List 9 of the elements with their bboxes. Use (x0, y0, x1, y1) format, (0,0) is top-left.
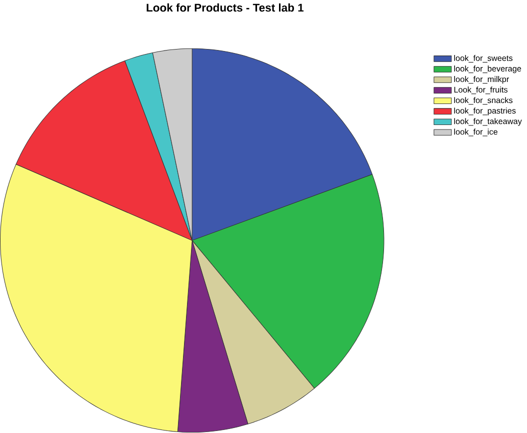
legend-label: Look_for_fruits (454, 86, 508, 94)
legend-label: look_for_sweets (454, 55, 512, 63)
legend-label: look_for_snacks (454, 97, 512, 105)
legend-label: look_for_milkpr (454, 76, 509, 84)
legend-label: look_for_ice (454, 128, 498, 136)
legend-label: look_for_beverage (454, 66, 522, 74)
chart-title: Look for Products - Test lab 1 (146, 4, 304, 12)
legend-label: look_for_pastries (454, 108, 516, 116)
legend-label: look_for_takeaway (454, 118, 522, 126)
